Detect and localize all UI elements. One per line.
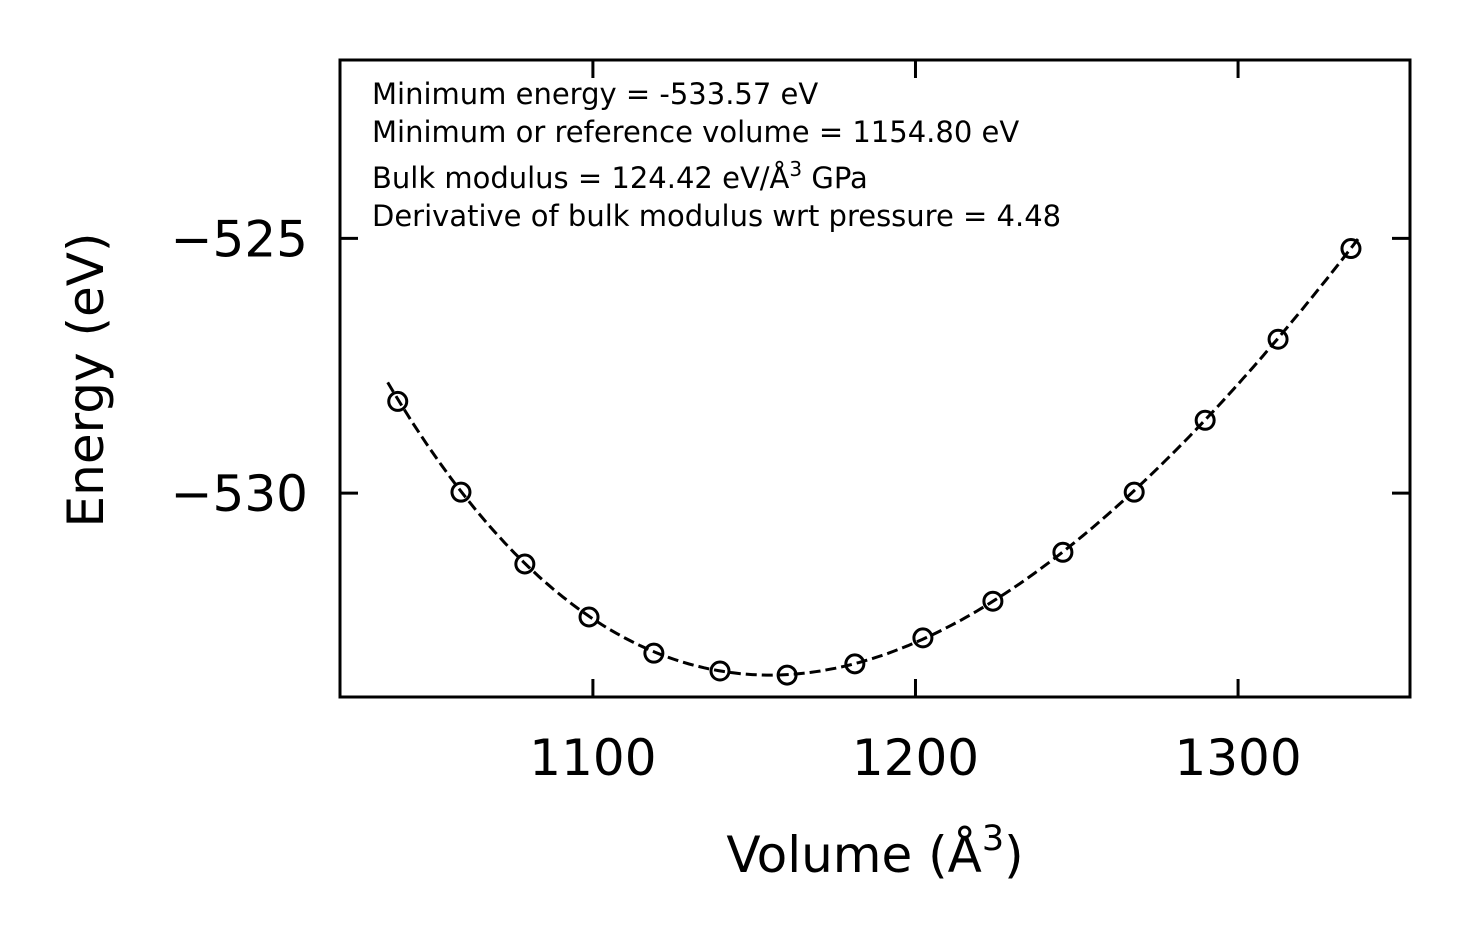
y-tick-label: −525 xyxy=(171,210,308,268)
data-point xyxy=(1052,541,1074,563)
data-point xyxy=(1267,328,1289,350)
x-tick-label: 1300 xyxy=(1174,729,1301,787)
x-axis-label: Volume (Å3) xyxy=(726,819,1023,884)
data-point xyxy=(844,653,866,675)
annotation-bulk-modulus-derivative: Derivative of bulk modulus wrt pressure … xyxy=(372,199,1061,233)
data-point xyxy=(1194,409,1216,431)
y-tick-label: −530 xyxy=(171,465,308,523)
data-point xyxy=(514,553,536,575)
data-point xyxy=(709,660,731,682)
annotation-min-volume: Minimum or reference volume = 1154.80 eV xyxy=(372,115,1019,149)
plot-frame xyxy=(338,58,1412,699)
data-point xyxy=(776,664,798,686)
data-point xyxy=(578,606,600,628)
annotation-min-energy: Minimum energy = -533.57 eV xyxy=(372,77,818,111)
data-point xyxy=(387,390,409,412)
data-point xyxy=(982,590,1004,612)
y-axis-label: Energy (eV) xyxy=(57,233,115,528)
x-tick-label: 1100 xyxy=(529,729,656,787)
data-point xyxy=(450,481,472,503)
data-point xyxy=(643,642,665,664)
data-point xyxy=(1123,481,1145,503)
data-point xyxy=(912,627,934,649)
x-tick-label: 1200 xyxy=(852,729,979,787)
annotation-bulk-modulus: Bulk modulus = 124.42 eV/Å3 GPa xyxy=(372,157,868,195)
data-point xyxy=(1340,238,1362,260)
